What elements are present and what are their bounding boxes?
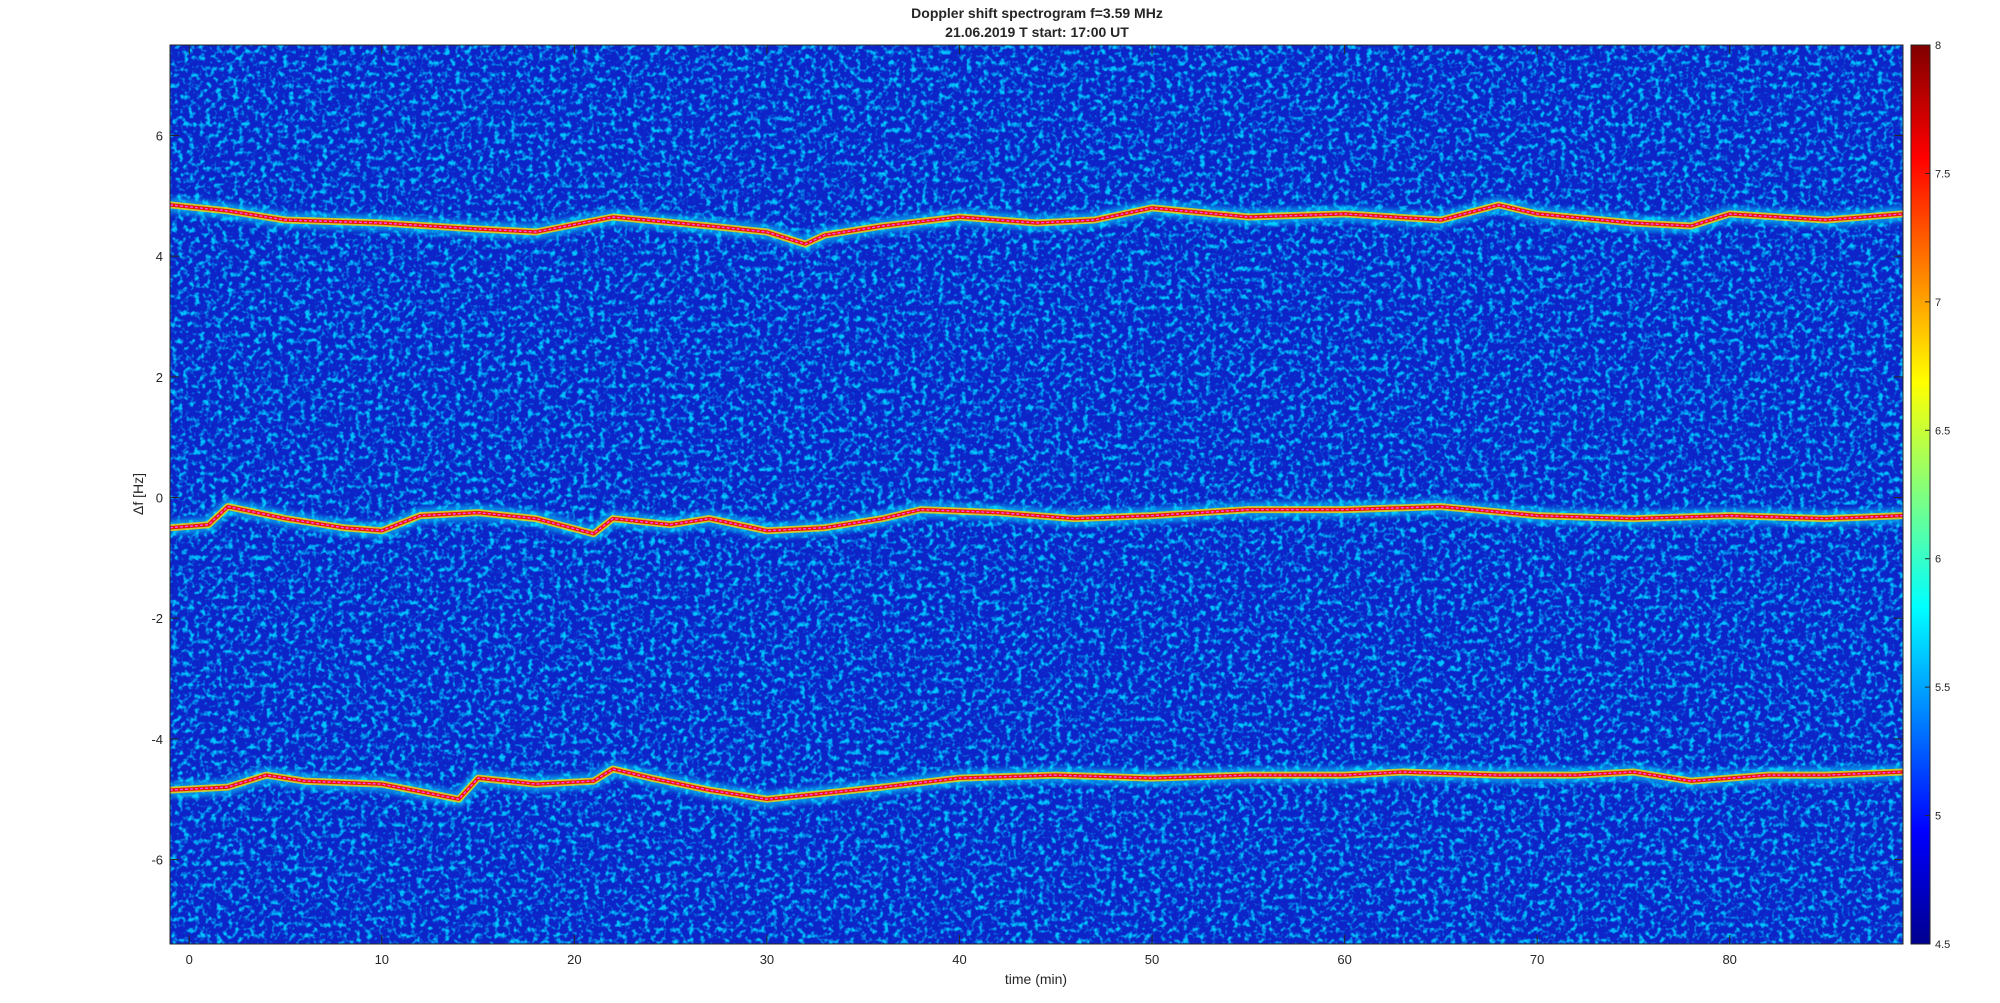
colorbar-tick-label: 5 (1935, 811, 1941, 823)
y-tick-label: 6 (156, 129, 163, 144)
colorbar-tick-label: 4.5 (1935, 939, 1950, 951)
x-tick-label: 70 (1530, 952, 1544, 967)
trace-fit-line (170, 204, 1903, 245)
x-tick-label: 80 (1722, 952, 1736, 967)
x-tick-label: 60 (1337, 952, 1351, 967)
colorbar-tick-label: 6.5 (1935, 425, 1950, 437)
colorbar-gradient (1910, 44, 1931, 945)
y-tick-label: -2 (151, 611, 163, 626)
trace-middle (170, 498, 1903, 542)
x-tick-label: 40 (952, 952, 966, 967)
colorbar-tick-label: 5.5 (1935, 682, 1950, 694)
chart-subtitle: 21.06.2019 T start: 17:00 UT (945, 24, 1129, 40)
plot-area (170, 45, 1903, 944)
y-axis: -6 -4 -2 0 2 4 6 (151, 129, 1903, 868)
plot-frame (169, 44, 1904, 945)
y-tick-label: -4 (151, 732, 163, 747)
colorbar-tick-label: 6 (1935, 554, 1941, 566)
x-tick-label: 50 (1145, 952, 1159, 967)
y-tick-label: 2 (156, 370, 163, 385)
y-tick-label: 4 (156, 249, 163, 264)
chart-title: Doppler shift spectrogram f=3.59 MHz (911, 5, 1163, 21)
y-axis-label: Δf [Hz] (130, 473, 146, 515)
traces-layer (170, 196, 1903, 808)
trace-fit-line (170, 505, 1903, 535)
colorbar: 4.5 5 5.5 6 6.5 7 7.5 8 (1910, 40, 1950, 951)
y-tick-label: -6 (151, 853, 163, 868)
colorbar-tick-label: 7 (1935, 297, 1941, 309)
x-tick-label: 0 (186, 952, 193, 967)
colorbar-ticks: 4.5 5 5.5 6 6.5 7 7.5 8 (1925, 40, 1950, 951)
colorbar-tick-label: 7.5 (1935, 168, 1950, 180)
x-tick-label: 30 (760, 952, 774, 967)
x-axis-label: time (min) (1005, 971, 1067, 987)
colorbar-tick-label: 8 (1935, 40, 1941, 52)
plot-noise (170, 45, 1903, 944)
trace-lower (170, 761, 1903, 808)
x-axis: 0 10 20 30 40 50 60 70 80 (186, 45, 1737, 967)
y-tick-label: 0 (156, 491, 163, 506)
trace-upper (170, 196, 1903, 253)
x-tick-label: 10 (375, 952, 389, 967)
x-tick-label: 20 (567, 952, 581, 967)
trace-fit-line (170, 768, 1903, 800)
